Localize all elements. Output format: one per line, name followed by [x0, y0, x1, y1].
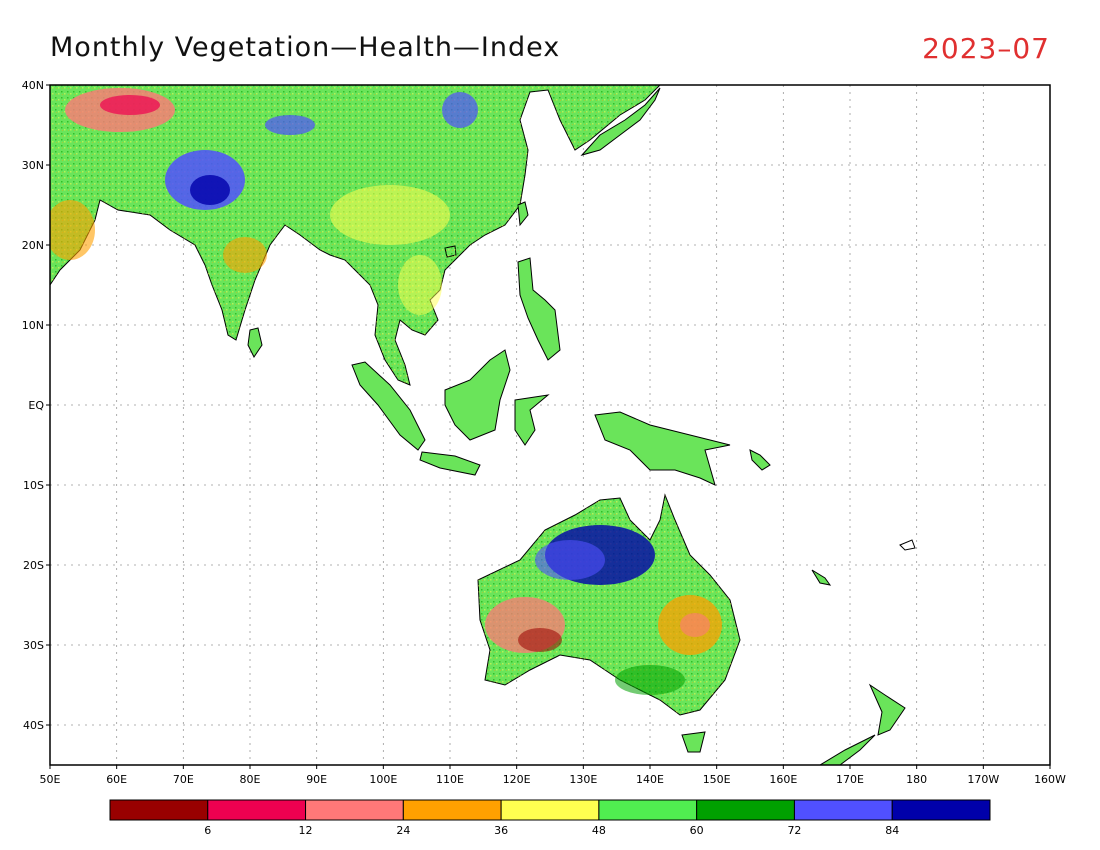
arabia-dry — [50, 200, 95, 260]
philippines — [517, 257, 561, 361]
borneo — [444, 349, 511, 441]
japan — [580, 87, 661, 156]
west-australia-core — [518, 628, 562, 652]
vhi-regions — [50, 88, 722, 695]
lon-label: 160E — [769, 773, 797, 786]
lon-label: 70E — [173, 773, 194, 786]
legend-label: 72 — [787, 824, 801, 837]
legend-swatch — [402, 799, 502, 821]
lon-label: 140E — [636, 773, 664, 786]
east-australia-core — [680, 613, 710, 637]
south-australia-green — [615, 665, 685, 695]
lon-label: 50E — [40, 773, 61, 786]
lon-label: 120E — [503, 773, 531, 786]
sulawesi — [514, 394, 550, 446]
lon-label: 170E — [836, 773, 864, 786]
india-dry — [223, 237, 267, 273]
lat-label: 10S — [23, 479, 44, 492]
longitude-labels: 50E 60E 70E 80E 90E 100E 110E 120E 130E 140E 150E 1… — [40, 765, 1066, 786]
china-yellow — [330, 185, 450, 245]
legend-swatch — [500, 799, 600, 821]
colorbar-legend: 6 12 24 36 48 60 72 84 — [109, 799, 991, 837]
legend-label: 84 — [885, 824, 899, 837]
new-guinea — [594, 411, 731, 486]
map-date: 2023–07 — [922, 32, 1050, 65]
legend-label: 12 — [299, 824, 313, 837]
sumatra — [351, 361, 426, 451]
sri-lanka — [247, 327, 263, 358]
lon-label: 60E — [106, 773, 127, 786]
new-caledonia — [811, 569, 832, 586]
north-australia-ring — [535, 540, 605, 580]
lat-label: 20S — [23, 559, 44, 572]
legend-label: 6 — [204, 824, 211, 837]
lat-label: 30S — [23, 639, 44, 652]
solomon-islands — [749, 449, 771, 471]
taiwan — [517, 201, 529, 227]
map-title: Monthly Vegetation—Health—Index — [50, 32, 561, 63]
legend-swatch — [305, 799, 404, 821]
lon-label: 80E — [240, 773, 261, 786]
latitude-labels: 40N 30N 20N 10N EQ 10S 20S 30S 40S — [22, 79, 50, 732]
tibet-core — [190, 175, 230, 205]
legend-swatch — [696, 799, 795, 821]
lon-label: 100E — [369, 773, 397, 786]
new-zealand — [819, 683, 906, 765]
lat-label: 30N — [22, 159, 44, 172]
central-asia-core — [100, 95, 160, 115]
fiji — [899, 539, 916, 551]
lat-label: EQ — [28, 399, 44, 412]
lon-label: 90E — [306, 773, 327, 786]
lon-label: 110E — [436, 773, 464, 786]
indochina-yellow — [398, 255, 442, 315]
legend-swatch — [793, 799, 893, 821]
lat-label: 40N — [22, 79, 44, 92]
lat-label: 20N — [22, 239, 44, 252]
lon-label: 130E — [569, 773, 597, 786]
legend-swatch — [891, 799, 991, 821]
legend-label: 24 — [396, 824, 410, 837]
legend-swatch — [207, 799, 307, 821]
lon-label: 180 — [906, 773, 927, 786]
legend-label: 48 — [592, 824, 606, 837]
mongolia-high-vhi — [265, 115, 315, 135]
lat-label: 10N — [22, 319, 44, 332]
legend-swatch — [598, 799, 698, 821]
map-frame — [49, 84, 1051, 766]
north-china-high-vhi — [442, 92, 478, 128]
lon-label: 170W — [967, 773, 999, 786]
legend-label: 36 — [494, 824, 508, 837]
lon-label: 160W — [1034, 773, 1066, 786]
lat-label: 40S — [23, 719, 44, 732]
legend-swatch — [109, 799, 209, 821]
tasmania — [681, 731, 706, 753]
lon-label: 150E — [703, 773, 731, 786]
java — [419, 451, 481, 476]
legend-label: 60 — [690, 824, 704, 837]
